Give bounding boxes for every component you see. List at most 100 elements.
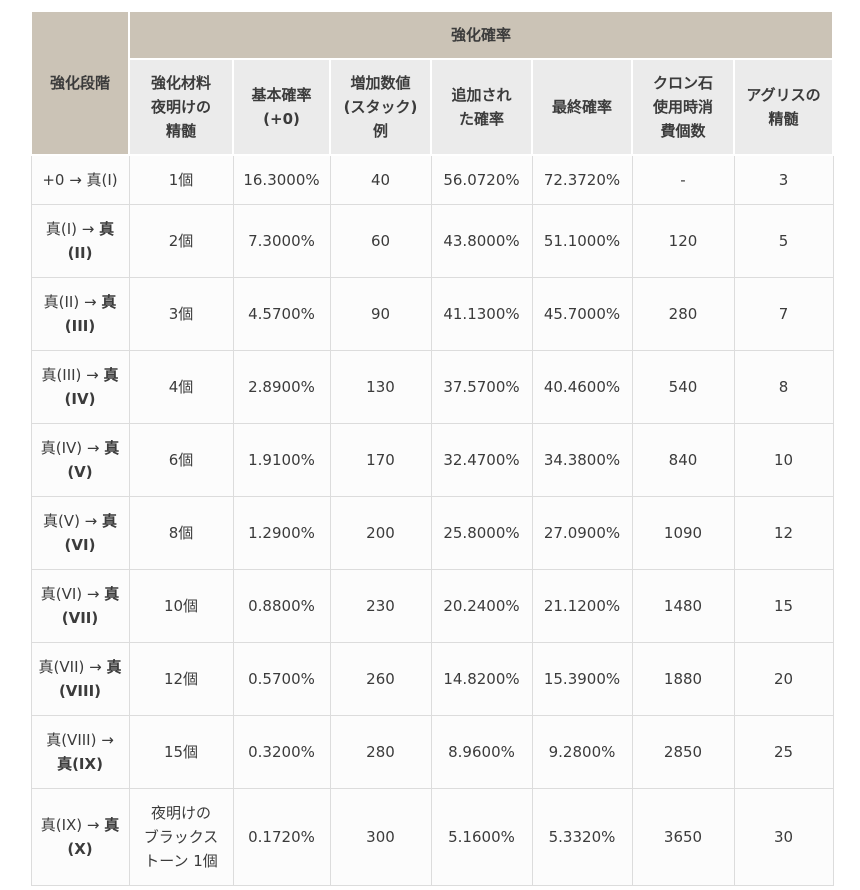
added-rate-cell: 5.1600% <box>430 788 533 886</box>
stage-to: 真(X) <box>67 816 120 858</box>
table-row: 真(II) → 真(III) 3個 4.5700% 90 41.1300% 45.7000… <box>30 277 834 351</box>
final-rate-cell: 21.1200% <box>531 569 633 643</box>
material-cell: 15個 <box>128 715 234 789</box>
added-rate-cell: 14.8200% <box>430 642 533 716</box>
table-row: 真(VIII) → 真(IX) 15個 0.3200% 280 8.9600% 9.280… <box>30 715 834 789</box>
stack-example-cell: 60 <box>329 204 432 278</box>
stage-cell: 真(VIII) → 真(IX) <box>30 715 130 789</box>
table-header: 強化段階 強化確率 強化材料 夜明けの 精髄 基本確率 (+0) 増加数値 (スタッ… <box>30 10 835 156</box>
agris-cell: 15 <box>733 569 834 643</box>
material-cell: 10個 <box>128 569 234 643</box>
table-row: 真(VI) → 真(VII) 10個 0.8800% 230 20.2400% 21.12… <box>30 569 834 643</box>
final-rate-cell: 45.7000% <box>531 277 633 351</box>
base-rate-cell: 4.5700% <box>232 277 331 351</box>
column-header: アグリスの 精髄 <box>732 58 835 156</box>
agris-cell: 25 <box>733 715 834 789</box>
material-cell: 1個 <box>128 154 234 205</box>
agris-cell: 20 <box>733 642 834 716</box>
stage-cell: 真(II) → 真(III) <box>30 277 130 351</box>
cron-stones-cell: 2850 <box>631 715 735 789</box>
final-rate-cell: 5.3320% <box>531 788 633 886</box>
column-header: 追加され た確率 <box>430 58 533 156</box>
cron-stones-cell: 120 <box>631 204 735 278</box>
column-header: 最終確率 <box>531 58 633 156</box>
final-rate-cell: 34.3800% <box>531 423 633 497</box>
agris-cell: 10 <box>733 423 834 497</box>
table-body: +0 → 真(I) 1個 16.3000% 40 56.0720% 72.3720% -3 真… <box>30 154 834 886</box>
base-rate-cell: 7.3000% <box>232 204 331 278</box>
stage-to: 真(III) <box>64 293 117 335</box>
stage-to: 真(I) <box>86 171 118 189</box>
stage-from: 真(I) → <box>45 220 100 238</box>
stage-cell: 真(III) → 真(IV) <box>30 350 130 424</box>
base-rate-cell: 16.3000% <box>232 154 331 205</box>
stack-example-cell: 130 <box>329 350 432 424</box>
final-rate-cell: 40.4600% <box>531 350 633 424</box>
final-rate-cell: 51.1000% <box>531 204 633 278</box>
stack-example-cell: 260 <box>329 642 432 716</box>
column-header: 増加数値 (スタック) 例 <box>329 58 432 156</box>
stage-cell: 真(IV) → 真(V) <box>30 423 130 497</box>
stack-example-cell: 40 <box>329 154 432 205</box>
stage-to: 真(IX) <box>57 755 103 773</box>
base-rate-cell: 2.8900% <box>232 350 331 424</box>
table-row: 真(I) → 真(II) 2個 7.3000% 60 43.8000% 51.1000% 1… <box>30 204 834 278</box>
added-rate-cell: 37.5700% <box>430 350 533 424</box>
added-rate-cell: 8.9600% <box>430 715 533 789</box>
material-cell: 2個 <box>128 204 234 278</box>
base-rate-cell: 0.8800% <box>232 569 331 643</box>
stack-example-cell: 300 <box>329 788 432 886</box>
stage-to: 真(V) <box>67 439 120 481</box>
material-cell: 8個 <box>128 496 234 570</box>
table-row: +0 → 真(I) 1個 16.3000% 40 56.0720% 72.3720% -3 <box>30 154 834 205</box>
stage-from: 真(VII) → <box>38 658 107 676</box>
cron-stones-cell: 1480 <box>631 569 735 643</box>
table-row: 真(IX) → 真(X) 夜明けの ブラックス トーン 1個 0.1720% 300 5… <box>30 788 834 886</box>
added-rate-cell: 25.8000% <box>430 496 533 570</box>
table-row: 真(VII) → 真(VIII) 12個 0.5700% 260 14.8200% 15.… <box>30 642 834 716</box>
final-rate-cell: 9.2800% <box>531 715 633 789</box>
base-rate-cell: 1.9100% <box>232 423 331 497</box>
stage-cell: 真(VII) → 真(VIII) <box>30 642 130 716</box>
table-row: 真(V) → 真(VI) 8個 1.2900% 200 25.8000% 27.0900%… <box>30 496 834 570</box>
agris-cell: 3 <box>733 154 834 205</box>
stage-cell: 真(VI) → 真(VII) <box>30 569 130 643</box>
material-cell: 6個 <box>128 423 234 497</box>
material-cell: 3個 <box>128 277 234 351</box>
added-rate-cell: 56.0720% <box>430 154 533 205</box>
agris-cell: 30 <box>733 788 834 886</box>
stack-example-cell: 280 <box>329 715 432 789</box>
stage-from: 真(VIII) → <box>46 731 114 749</box>
stage-column-header: 強化段階 <box>30 10 130 156</box>
cron-stones-cell: 840 <box>631 423 735 497</box>
cron-stones-cell: 1090 <box>631 496 735 570</box>
group-header: 強化確率 <box>127 10 835 60</box>
stack-example-cell: 90 <box>329 277 432 351</box>
stage-from: 真(II) → <box>43 293 102 311</box>
stage-from: 真(IX) → <box>40 816 105 834</box>
stage-from: 真(III) → <box>41 366 104 384</box>
agris-cell: 8 <box>733 350 834 424</box>
stage-to: 真(VII) <box>61 585 120 627</box>
column-header: 基本確率 (+0) <box>232 58 331 156</box>
enhancement-probability-table: 強化段階 強化確率 強化材料 夜明けの 精髄 基本確率 (+0) 増加数値 (スタッ… <box>30 10 835 886</box>
stage-from: 真(V) → <box>42 512 103 530</box>
stage-to: 真(VIII) <box>58 658 122 700</box>
column-header: クロン石 使用時消 費個数 <box>631 58 735 156</box>
final-rate-cell: 72.3720% <box>531 154 633 205</box>
agris-cell: 5 <box>733 204 834 278</box>
stage-from: 真(IV) → <box>40 439 105 457</box>
table-row: 真(III) → 真(IV) 4個 2.8900% 130 37.5700% 40.460… <box>30 350 834 424</box>
added-rate-cell: 41.1300% <box>430 277 533 351</box>
agris-cell: 7 <box>733 277 834 351</box>
stage-to: 真(IV) <box>64 366 119 408</box>
group-header-row: 強化段階 強化確率 <box>30 10 835 156</box>
stack-example-cell: 170 <box>329 423 432 497</box>
base-rate-cell: 1.2900% <box>232 496 331 570</box>
material-cell: 4個 <box>128 350 234 424</box>
stage-cell: +0 → 真(I) <box>30 154 130 205</box>
cron-stones-cell: 1880 <box>631 642 735 716</box>
cron-stones-cell: - <box>631 154 735 205</box>
base-rate-cell: 0.1720% <box>232 788 331 886</box>
stage-from: 真(VI) → <box>40 585 105 603</box>
